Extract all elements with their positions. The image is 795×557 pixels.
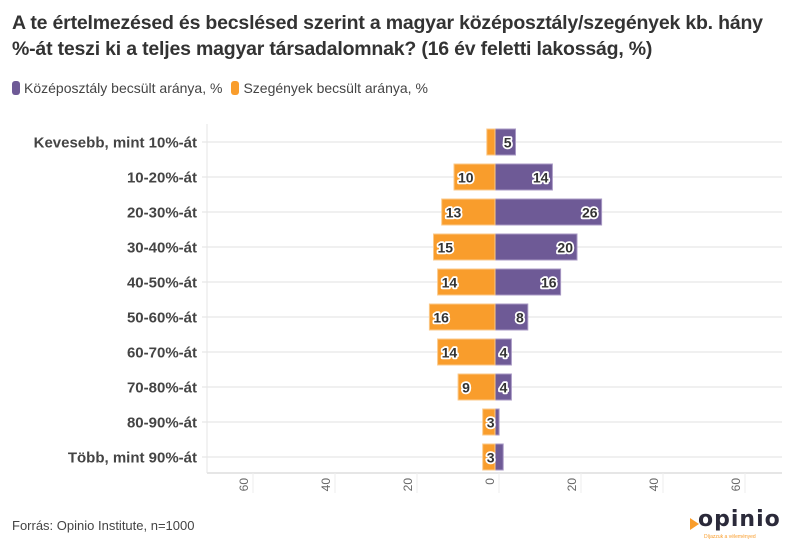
bar-poor[interactable] <box>433 233 496 261</box>
bar-poor[interactable] <box>482 443 496 471</box>
bar-poor[interactable] <box>441 198 496 226</box>
data-label: 15 <box>438 240 454 256</box>
bar-poor[interactable] <box>457 373 496 401</box>
data-label: 4 <box>500 345 508 361</box>
data-label: 20 <box>557 240 573 256</box>
data-label: 5 <box>504 135 512 151</box>
data-label: 3 <box>487 415 495 431</box>
y-tick-label: 10-20%-át <box>127 170 197 187</box>
y-tick-label: 70-80%-át <box>127 380 197 397</box>
y-tick-label: Több, mint 90%-át <box>68 450 197 467</box>
y-tick-label: 20-30%-át <box>127 205 197 222</box>
data-label: 16 <box>541 275 557 291</box>
data-label: 3 <box>487 450 495 466</box>
logo-wordmark: opinio <box>698 507 781 532</box>
bar-middle-class[interactable] <box>494 268 562 296</box>
bar-middle-class[interactable] <box>494 233 578 261</box>
data-label: 14 <box>442 275 458 291</box>
logo-tagline: Díjazzuk a véleményed <box>704 534 756 540</box>
legend-swatch-middle-class <box>12 81 20 95</box>
opinio-logo: opinio Díjazzuk a véleményed <box>690 507 780 543</box>
bar-poor[interactable] <box>437 338 496 366</box>
data-label: 10 <box>458 170 474 186</box>
bar-poor[interactable] <box>482 408 496 436</box>
data-label: 4 <box>500 380 508 396</box>
y-axis-labels: Kevesebb, mint 10%-át 10-20%-át 20-30%-át 3… <box>34 135 197 467</box>
x-tick-label: 20 <box>401 478 415 492</box>
data-labels: 5 14 26 20 16 8 4 4 10 13 15 14 16 14 9 3 3 <box>432 133 600 468</box>
bar-poor[interactable] <box>486 128 496 156</box>
y-tick-label: 30-40%-át <box>127 240 197 257</box>
source-note: Forrás: Opinio Institute, n=1000 <box>12 518 195 533</box>
x-tick-label: 60 <box>729 478 743 492</box>
bar-middle-class[interactable] <box>494 443 504 471</box>
y-tick-label: 50-60%-át <box>127 310 197 327</box>
bars <box>428 128 603 471</box>
x-tick-label: 20 <box>565 478 579 492</box>
data-label: 9 <box>462 380 470 396</box>
bar-middle-class[interactable] <box>494 408 500 436</box>
y-tick-label: 60-70%-át <box>127 345 197 362</box>
data-label: 26 <box>582 205 598 221</box>
data-label: 8 <box>516 310 524 326</box>
bar-middle-class[interactable] <box>494 303 529 331</box>
x-tick-label: 60 <box>237 478 251 492</box>
legend-item-middle-class[interactable]: Középosztály becsült aránya, % <box>12 80 222 96</box>
x-tick-label: 40 <box>319 478 333 492</box>
x-tick-label: 0 <box>483 478 497 485</box>
chart-title: A te értelmezésed és becslésed szerint a… <box>12 12 763 60</box>
y-tick-label: 40-50%-át <box>127 275 197 292</box>
x-axis: 60 40 20 0 20 40 60 <box>207 472 782 493</box>
logo-play-icon <box>690 518 699 530</box>
legend-item-poor[interactable]: Szegények becsült aránya, % <box>231 80 428 96</box>
bar-poor[interactable] <box>453 163 496 191</box>
legend-label-middle-class: Középosztály becsült aránya, % <box>24 80 223 96</box>
data-label: 14 <box>533 170 549 186</box>
data-label: 14 <box>442 345 458 361</box>
y-tick-label: 80-90%-át <box>127 415 197 432</box>
legend: Középosztály becsült aránya, % Szegények… <box>12 80 437 96</box>
bar-poor[interactable] <box>437 268 496 296</box>
legend-label-poor: Szegények becsült aránya, % <box>243 80 428 96</box>
y-tick-label: Kevesebb, mint 10%-át <box>34 135 197 152</box>
legend-swatch-poor <box>231 81 240 95</box>
data-label: 13 <box>446 205 462 221</box>
bar-poor[interactable] <box>428 303 496 331</box>
data-label: 16 <box>433 310 449 326</box>
x-tick-label: 40 <box>647 478 661 492</box>
